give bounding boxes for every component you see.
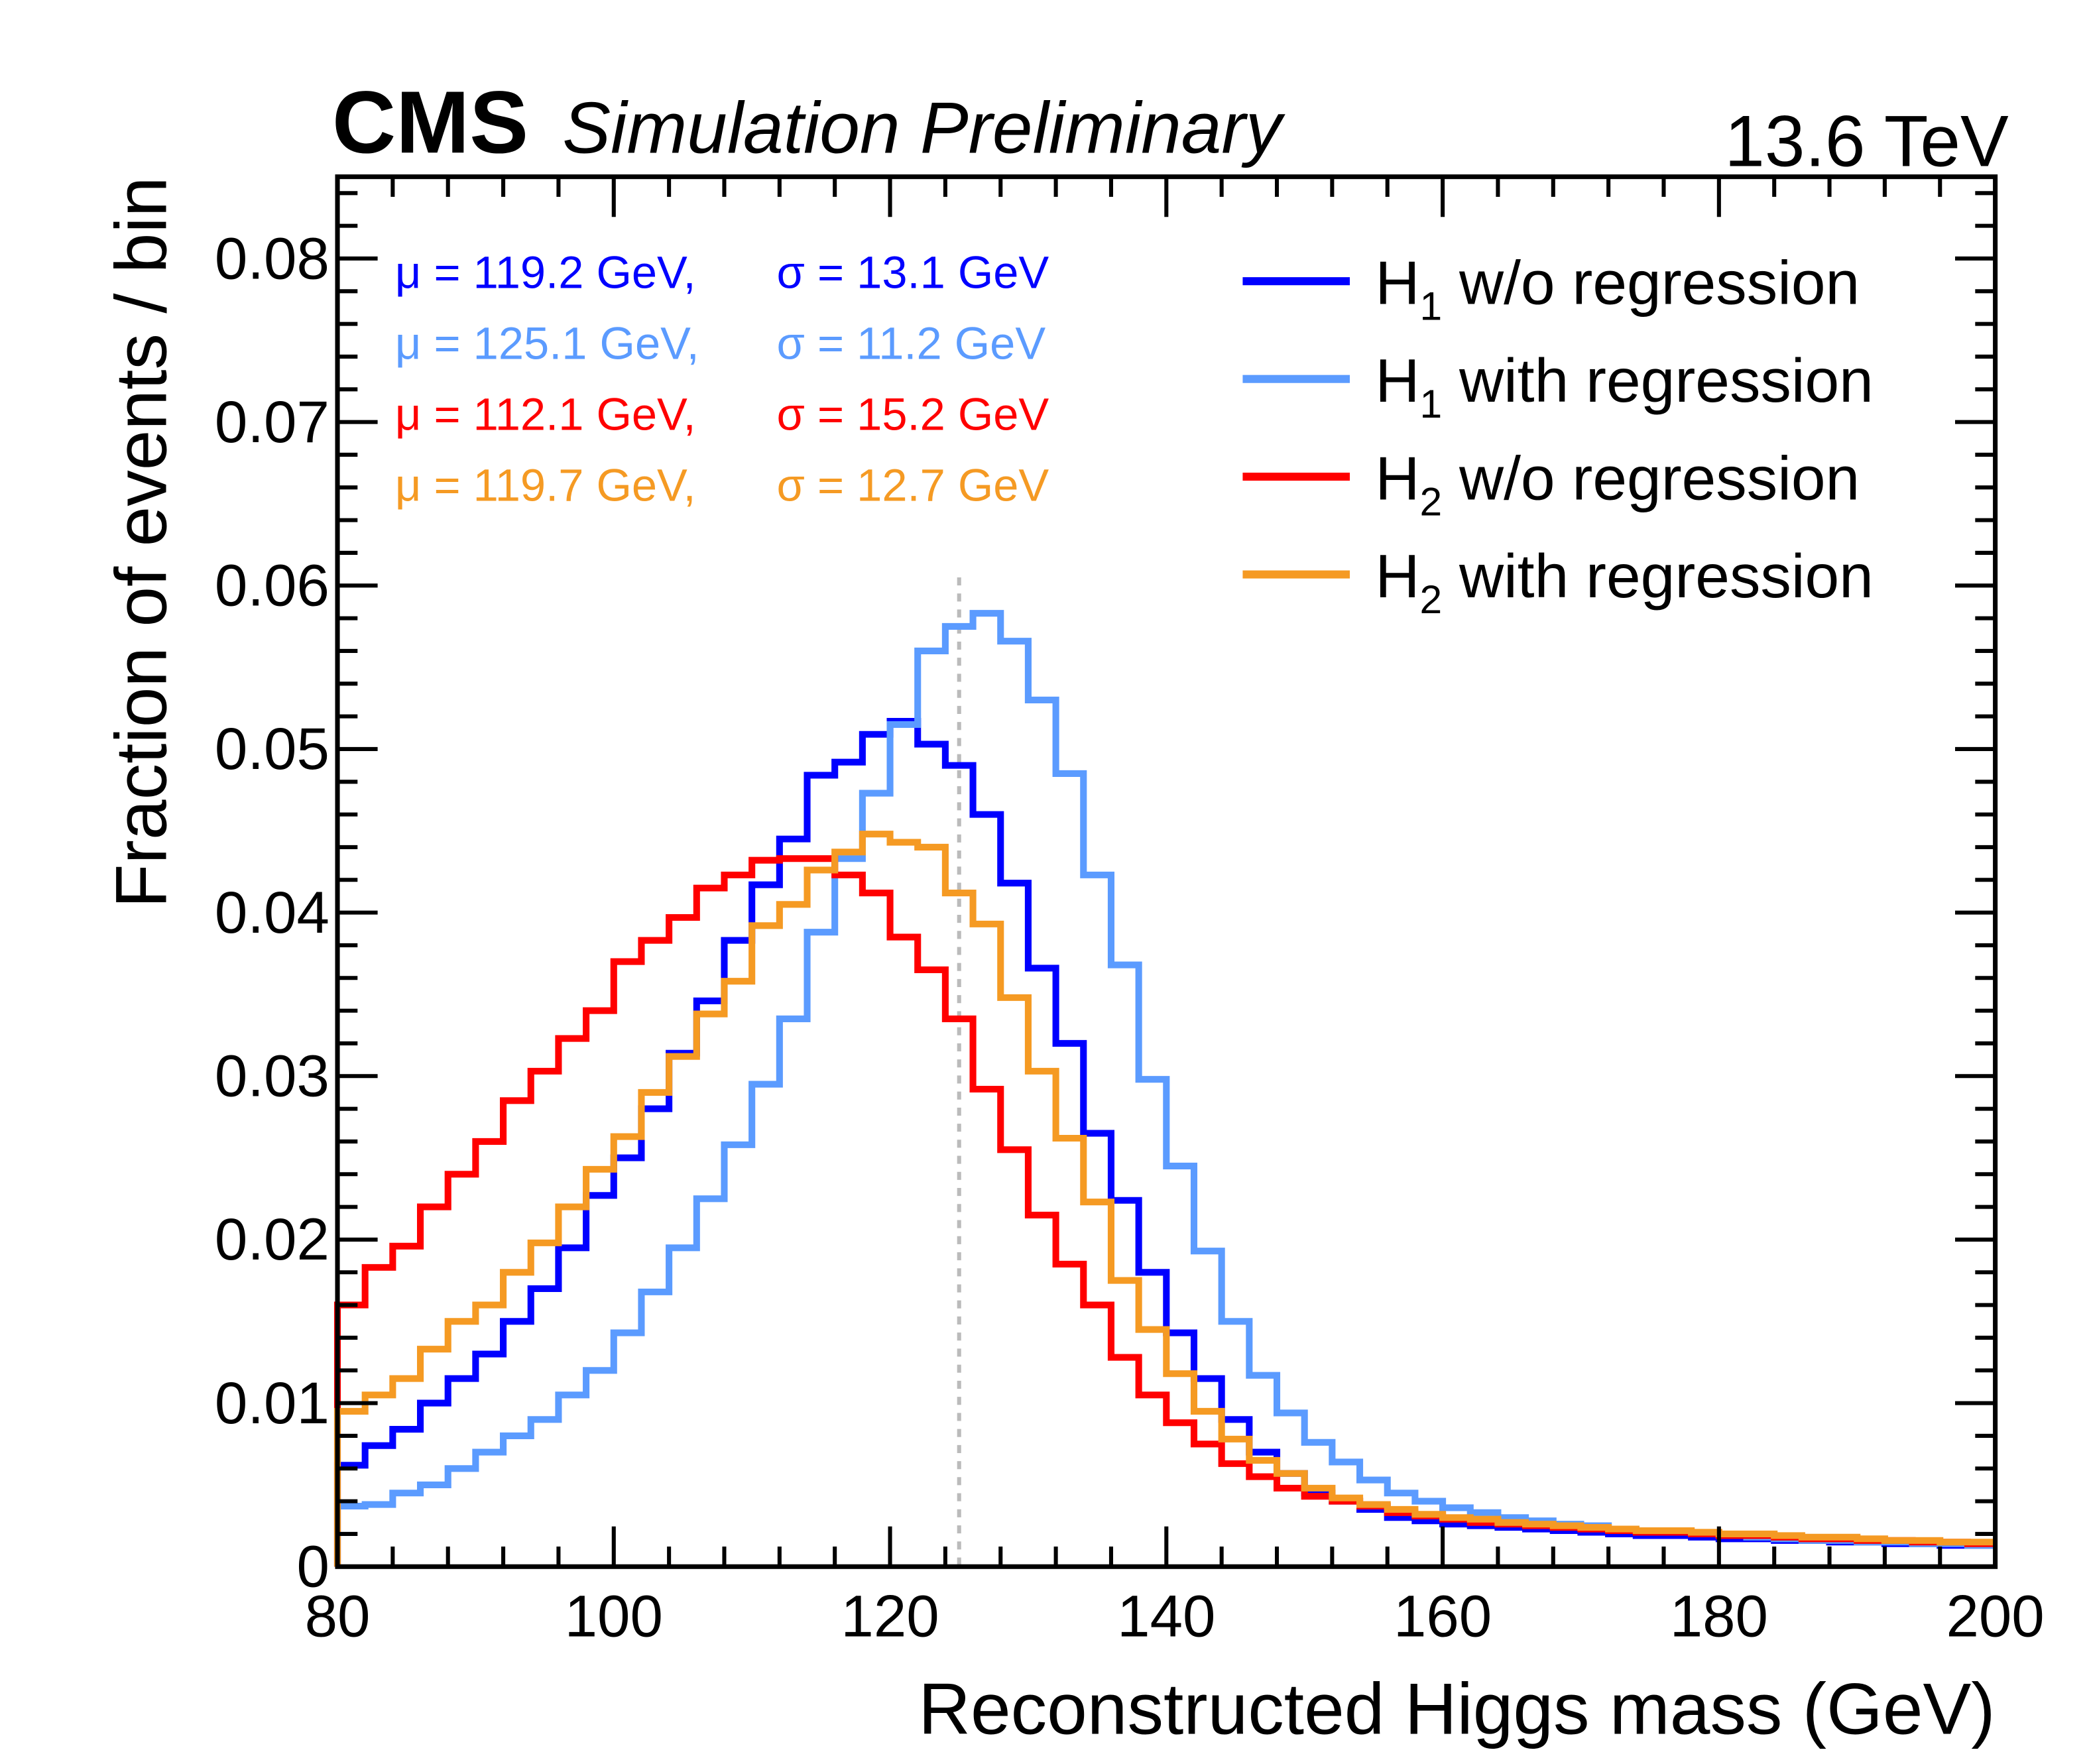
stats-sigma: σ = 15.2 GeV xyxy=(777,388,1049,440)
legend-label-main: H xyxy=(1375,443,1419,512)
stats-mu: μ = 125.1 GeV, xyxy=(395,318,699,369)
x-tick-label: 120 xyxy=(841,1583,939,1649)
y-tick-label: 0 xyxy=(296,1534,329,1600)
legend-label-rest: with regression xyxy=(1442,542,1874,611)
cms-label: CMS xyxy=(332,73,528,172)
legend-label-sub: 1 xyxy=(1420,284,1443,329)
stats-sigma: σ = 12.7 GeV xyxy=(777,459,1049,510)
legend-label-rest: w/o regression xyxy=(1442,249,1860,318)
y-tick-label: 0.05 xyxy=(215,716,329,782)
x-tick-label: 140 xyxy=(1117,1583,1215,1649)
fit-stats: μ = 119.2 GeV, σ = 13.1 GeV μ = 125.1 GeV,… xyxy=(395,247,1049,510)
y-tick-label: 0.03 xyxy=(215,1043,329,1109)
legend-label-main: H xyxy=(1375,346,1419,415)
legend-label: H1 with regression xyxy=(1375,346,1873,426)
y-tick-label: 0.04 xyxy=(215,880,329,945)
legend-label-sub: 1 xyxy=(1420,381,1443,426)
status-label: Simulation Preliminary xyxy=(562,88,1285,168)
stats-mu: μ = 112.1 GeV, xyxy=(395,388,696,440)
legend-label-rest: with regression xyxy=(1442,346,1874,415)
y-tick-label: 0.02 xyxy=(215,1206,329,1272)
legend-label: H2 w/o regression xyxy=(1375,443,1860,524)
stats-mu: μ = 119.2 GeV, xyxy=(395,247,696,298)
x-tick-label: 160 xyxy=(1394,1583,1492,1649)
x-axis-label: Reconstructed Higgs mass (GeV) xyxy=(918,1669,1995,1750)
legend-label: H2 with regression xyxy=(1375,542,1873,622)
stats-sigma: σ = 11.2 GeV xyxy=(777,318,1046,369)
energy-label: 13.6 TeV xyxy=(1724,101,2009,182)
stats-sigma: σ = 13.1 GeV xyxy=(777,247,1049,298)
stats-mu: μ = 119.7 GeV, xyxy=(395,459,696,510)
y-axis-label: Fraction of events / bin xyxy=(101,177,182,908)
x-tick-label: 180 xyxy=(1670,1583,1768,1649)
plot-area xyxy=(333,577,1996,1567)
y-tick-label: 0.07 xyxy=(215,389,329,455)
legend-label-sub: 2 xyxy=(1420,479,1443,524)
legend-label-main: H xyxy=(1375,249,1419,318)
y-tick-label: 0.08 xyxy=(215,225,329,291)
x-tick-label: 200 xyxy=(1946,1583,2044,1649)
y-tick-label: 0.01 xyxy=(215,1370,329,1436)
histogram-series-3 xyxy=(333,831,1996,1567)
legend-label: H1 w/o regression xyxy=(1375,249,1860,329)
x-tick-label: 100 xyxy=(565,1583,663,1649)
y-tick-label: 0.06 xyxy=(215,553,329,618)
legend-label-sub: 2 xyxy=(1420,577,1443,622)
legend-label-main: H xyxy=(1375,542,1419,611)
legend-label-rest: w/o regression xyxy=(1442,443,1860,512)
x-tick-label: 80 xyxy=(305,1583,371,1649)
axes: 80 100 120 140 160 180 200 0 0.01 0.02 0.03 0.04 0.0… xyxy=(215,174,2045,1649)
